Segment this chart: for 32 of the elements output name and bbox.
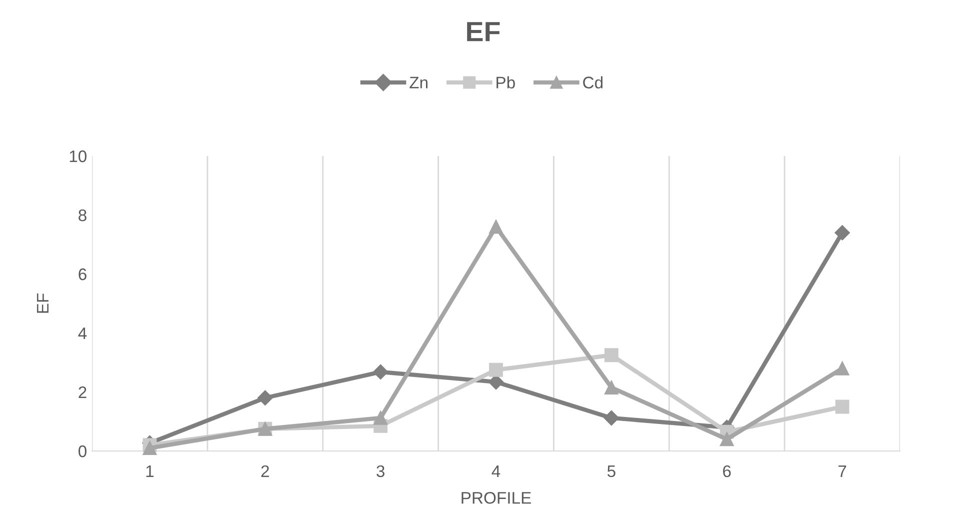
point xyxy=(604,410,619,426)
x-tick-label: 1 xyxy=(146,466,154,477)
point xyxy=(835,361,850,376)
x-tick-label: 3 xyxy=(376,465,384,478)
legend-label: Zn xyxy=(410,76,428,88)
y-tick-label: 4 xyxy=(78,328,87,340)
legend-label: Cd xyxy=(583,76,602,88)
point xyxy=(604,380,618,395)
y-tick-label: 2 xyxy=(78,386,86,398)
x-tick-label: 5 xyxy=(607,466,616,478)
y-tick-label: 6 xyxy=(78,268,86,280)
point xyxy=(374,411,388,425)
x-tick-label: 4 xyxy=(492,466,500,477)
x-axis-title: PROFILE xyxy=(462,492,531,504)
y-axis-title: EF xyxy=(37,294,48,313)
chart-title: EF xyxy=(467,22,500,42)
y-tick-label: 10 xyxy=(70,150,86,162)
legend-label: Pb xyxy=(496,76,515,88)
x-tick-label: 6 xyxy=(723,465,731,478)
point xyxy=(720,432,734,446)
point xyxy=(142,441,157,455)
point xyxy=(604,348,618,362)
y-tick-label: 8 xyxy=(78,209,86,222)
point xyxy=(834,225,850,240)
point xyxy=(489,220,503,234)
point xyxy=(835,400,850,414)
point xyxy=(489,362,503,377)
point xyxy=(258,390,273,406)
x-tick-label: 2 xyxy=(261,465,269,477)
point xyxy=(373,364,388,380)
x-tick-label: 7 xyxy=(838,466,846,477)
y-tick-label: 0 xyxy=(78,445,86,458)
